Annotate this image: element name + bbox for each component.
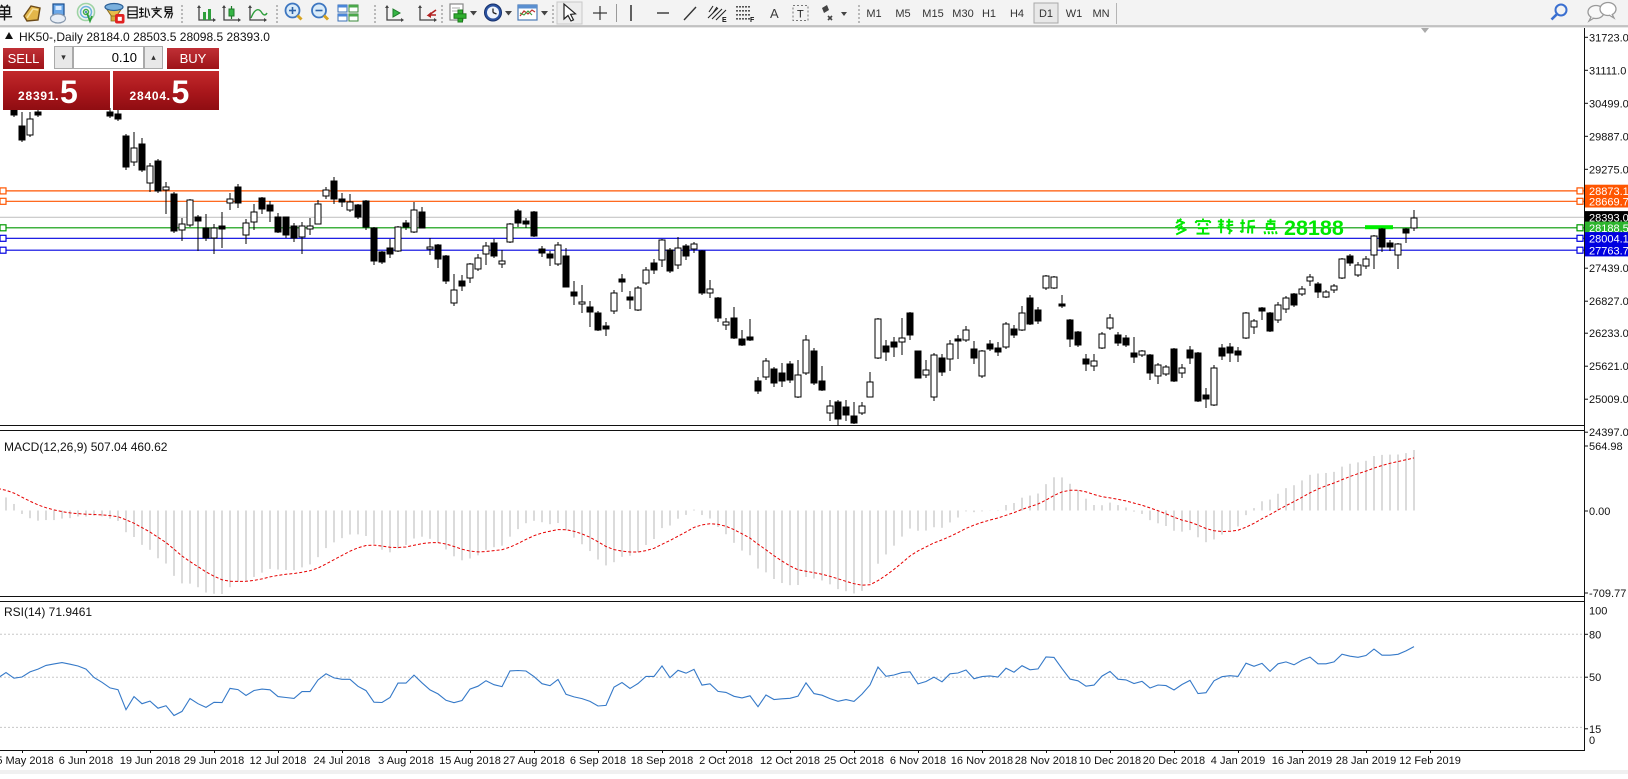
svg-text:31723.0: 31723.0 bbox=[1589, 32, 1628, 44]
svg-text:27 Aug 2018: 27 Aug 2018 bbox=[503, 755, 565, 767]
svg-text:6 Sep 2018: 6 Sep 2018 bbox=[570, 755, 626, 767]
svg-text:18 Sep 2018: 18 Sep 2018 bbox=[631, 755, 693, 767]
svg-text:24397.0: 24397.0 bbox=[1589, 427, 1628, 439]
svg-text:26233.0: 26233.0 bbox=[1589, 328, 1628, 340]
svg-text:29275.0: 29275.0 bbox=[1589, 164, 1628, 176]
svg-text:50: 50 bbox=[1589, 672, 1601, 684]
svg-text:A: A bbox=[770, 6, 779, 21]
svg-text:12 Jul 2018: 12 Jul 2018 bbox=[250, 755, 307, 767]
svg-text:6 Jun 2018: 6 Jun 2018 bbox=[59, 755, 113, 767]
svg-text:31111.0: 31111.0 bbox=[1589, 65, 1626, 77]
svg-text:20 Dec 2018: 20 Dec 2018 bbox=[1143, 755, 1205, 767]
svg-text:80: 80 bbox=[1589, 629, 1601, 641]
svg-text:25 May 2018: 25 May 2018 bbox=[0, 755, 54, 767]
svg-text:28669.7: 28669.7 bbox=[1589, 197, 1628, 209]
svg-text:30499.0: 30499.0 bbox=[1589, 98, 1628, 110]
svg-text:12 Feb 2019: 12 Feb 2019 bbox=[1399, 755, 1461, 767]
svg-text:29 Jun 2018: 29 Jun 2018 bbox=[184, 755, 245, 767]
svg-text:W1: W1 bbox=[1066, 8, 1083, 20]
svg-text:564.98: 564.98 bbox=[1589, 441, 1623, 453]
svg-text:16 Nov 2018: 16 Nov 2018 bbox=[951, 755, 1013, 767]
svg-text:0.00: 0.00 bbox=[1589, 506, 1610, 518]
svg-text:29887.0: 29887.0 bbox=[1589, 131, 1628, 143]
svg-text:28 Jan 2019: 28 Jan 2019 bbox=[1336, 755, 1397, 767]
svg-text:15 Aug 2018: 15 Aug 2018 bbox=[439, 755, 501, 767]
svg-text:27763.7: 27763.7 bbox=[1589, 245, 1628, 257]
svg-text:H4: H4 bbox=[1010, 8, 1024, 20]
svg-text:28 Nov 2018: 28 Nov 2018 bbox=[1015, 755, 1077, 767]
svg-text:HK50-,Daily 28184.0 28503.5 2: HK50-,Daily 28184.0 28503.5 28098.5 2839… bbox=[19, 30, 270, 44]
svg-text:0: 0 bbox=[1589, 735, 1595, 747]
svg-text:25 Oct 2018: 25 Oct 2018 bbox=[824, 755, 884, 767]
svg-text:15: 15 bbox=[1589, 724, 1601, 736]
svg-text:D1: D1 bbox=[1039, 8, 1053, 20]
svg-text:F: F bbox=[750, 17, 755, 24]
svg-text:E: E bbox=[722, 17, 727, 24]
svg-text:16 Jan 2019: 16 Jan 2019 bbox=[1272, 755, 1333, 767]
svg-text:12 Oct 2018: 12 Oct 2018 bbox=[760, 755, 820, 767]
svg-text:25621.0: 25621.0 bbox=[1589, 361, 1628, 373]
svg-text:2 Oct 2018: 2 Oct 2018 bbox=[699, 755, 753, 767]
svg-text:-709.77: -709.77 bbox=[1589, 588, 1626, 600]
svg-text:T: T bbox=[797, 9, 804, 21]
svg-text:19 Jun 2018: 19 Jun 2018 bbox=[120, 755, 181, 767]
svg-text:28188.5: 28188.5 bbox=[1589, 223, 1628, 235]
svg-text:MN: MN bbox=[1092, 8, 1109, 20]
svg-text:H1: H1 bbox=[982, 8, 996, 20]
svg-text:M30: M30 bbox=[952, 8, 973, 20]
svg-text:25009.0: 25009.0 bbox=[1589, 394, 1628, 406]
svg-text:10 Dec 2018: 10 Dec 2018 bbox=[1079, 755, 1141, 767]
svg-text:24 Jul 2018: 24 Jul 2018 bbox=[314, 755, 371, 767]
svg-text:M5: M5 bbox=[895, 8, 910, 20]
svg-text:3 Aug 2018: 3 Aug 2018 bbox=[378, 755, 434, 767]
svg-text:RSI(14) 71.9461: RSI(14) 71.9461 bbox=[4, 605, 92, 619]
svg-text:6 Nov 2018: 6 Nov 2018 bbox=[890, 755, 946, 767]
svg-text:26827.0: 26827.0 bbox=[1589, 296, 1628, 308]
svg-text:28393.0: 28393.0 bbox=[1589, 213, 1628, 225]
svg-text:27439.0: 27439.0 bbox=[1589, 263, 1628, 275]
svg-text:M15: M15 bbox=[922, 8, 943, 20]
svg-text:M1: M1 bbox=[866, 8, 881, 20]
svg-text:28004.1: 28004.1 bbox=[1589, 234, 1628, 246]
svg-text:100: 100 bbox=[1589, 606, 1607, 618]
svg-text:MACD(12,26,9) 507.04 460.62: MACD(12,26,9) 507.04 460.62 bbox=[4, 440, 168, 454]
svg-text:4 Jan 2019: 4 Jan 2019 bbox=[1211, 755, 1265, 767]
svg-text:28188: 28188 bbox=[1284, 216, 1344, 240]
